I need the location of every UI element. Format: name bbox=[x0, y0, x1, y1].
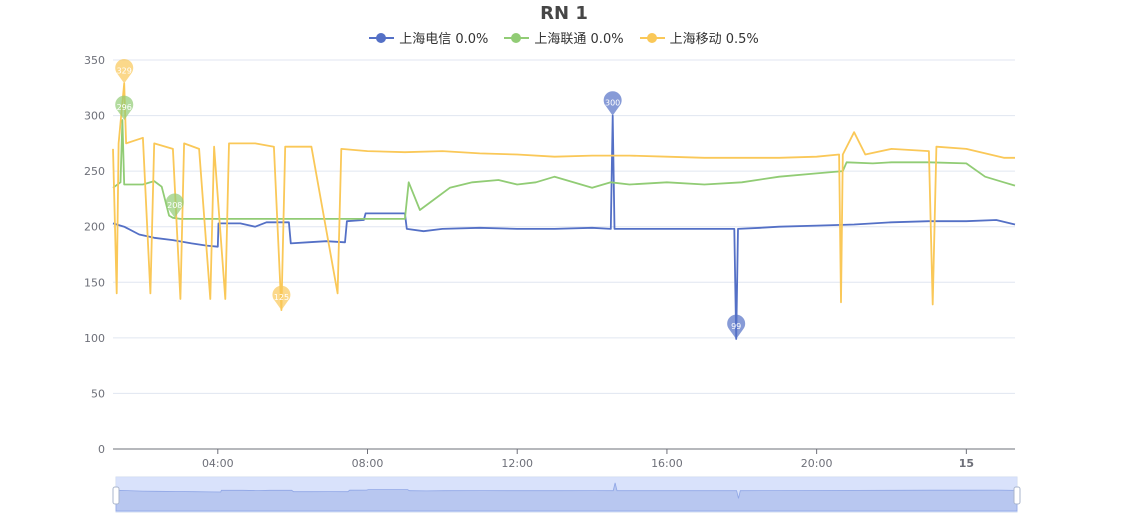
series-marker-pin: 329 bbox=[115, 58, 134, 84]
marker-pin-shape bbox=[115, 58, 134, 84]
series-marker-pin: 296 bbox=[115, 95, 134, 121]
marker-label: 125 bbox=[274, 293, 289, 302]
marker-label: 208 bbox=[167, 201, 182, 210]
marker-pin-shape bbox=[115, 95, 134, 121]
zoom-preview-area bbox=[115, 482, 1018, 512]
series-line bbox=[112, 114, 1016, 340]
series-marker-pin: 99 bbox=[727, 314, 746, 339]
marker-pin-shape bbox=[727, 314, 746, 339]
zoom-handle-end[interactable] bbox=[1013, 486, 1021, 505]
legend-symbol bbox=[369, 31, 395, 45]
x-tick-label: 04:00 bbox=[202, 457, 234, 470]
chart-legend: 上海电信 0.0% 上海联通 0.0% 上海移动 0.5% bbox=[0, 28, 1128, 47]
marker-pin-shape bbox=[272, 285, 291, 311]
series-marker-pin: 300 bbox=[603, 91, 622, 116]
marker-pin-shape bbox=[603, 91, 622, 116]
series-line bbox=[112, 82, 1015, 311]
series-marker-pin: 125 bbox=[272, 285, 291, 311]
marker-label: 329 bbox=[117, 66, 132, 75]
marker-pin-shape bbox=[165, 193, 184, 218]
y-tick-label: 200 bbox=[84, 221, 105, 234]
y-tick-label: 50 bbox=[91, 387, 105, 400]
legend-symbol bbox=[504, 31, 530, 45]
x-tick-label: 16:00 bbox=[651, 457, 683, 470]
series-line bbox=[112, 119, 1016, 220]
y-tick-label: 100 bbox=[84, 332, 105, 345]
x-tick-label: 20:00 bbox=[801, 457, 833, 470]
marker-label: 99 bbox=[731, 322, 741, 331]
legend-label: 上海电信 0.0% bbox=[399, 32, 489, 47]
chart-title: RN 1 bbox=[540, 3, 588, 24]
legend-item[interactable]: 上海移动 0.5% bbox=[639, 28, 759, 47]
y-tick-label: 300 bbox=[84, 110, 105, 123]
y-tick-label: 0 bbox=[98, 443, 105, 456]
zoom-handle-start[interactable] bbox=[112, 486, 120, 505]
y-tick-label: 350 bbox=[84, 54, 105, 67]
legend-label: 上海移动 0.5% bbox=[669, 32, 759, 47]
legend-item[interactable]: 上海电信 0.0% bbox=[369, 28, 488, 47]
marker-label: 296 bbox=[117, 103, 132, 112]
x-tick-label: 08:00 bbox=[352, 457, 384, 470]
y-tick-label: 250 bbox=[84, 165, 105, 178]
legend-symbol bbox=[639, 31, 665, 45]
legend-item[interactable]: 上海联通 0.0% bbox=[504, 28, 624, 47]
marker-label: 300 bbox=[605, 99, 620, 108]
series-marker-pin: 208 bbox=[165, 193, 184, 218]
legend-label: 上海联通 0.0% bbox=[534, 32, 624, 47]
x-tick-label: 12:00 bbox=[501, 457, 533, 470]
x-tick-label: 15 bbox=[959, 457, 974, 470]
y-tick-label: 150 bbox=[84, 276, 105, 289]
